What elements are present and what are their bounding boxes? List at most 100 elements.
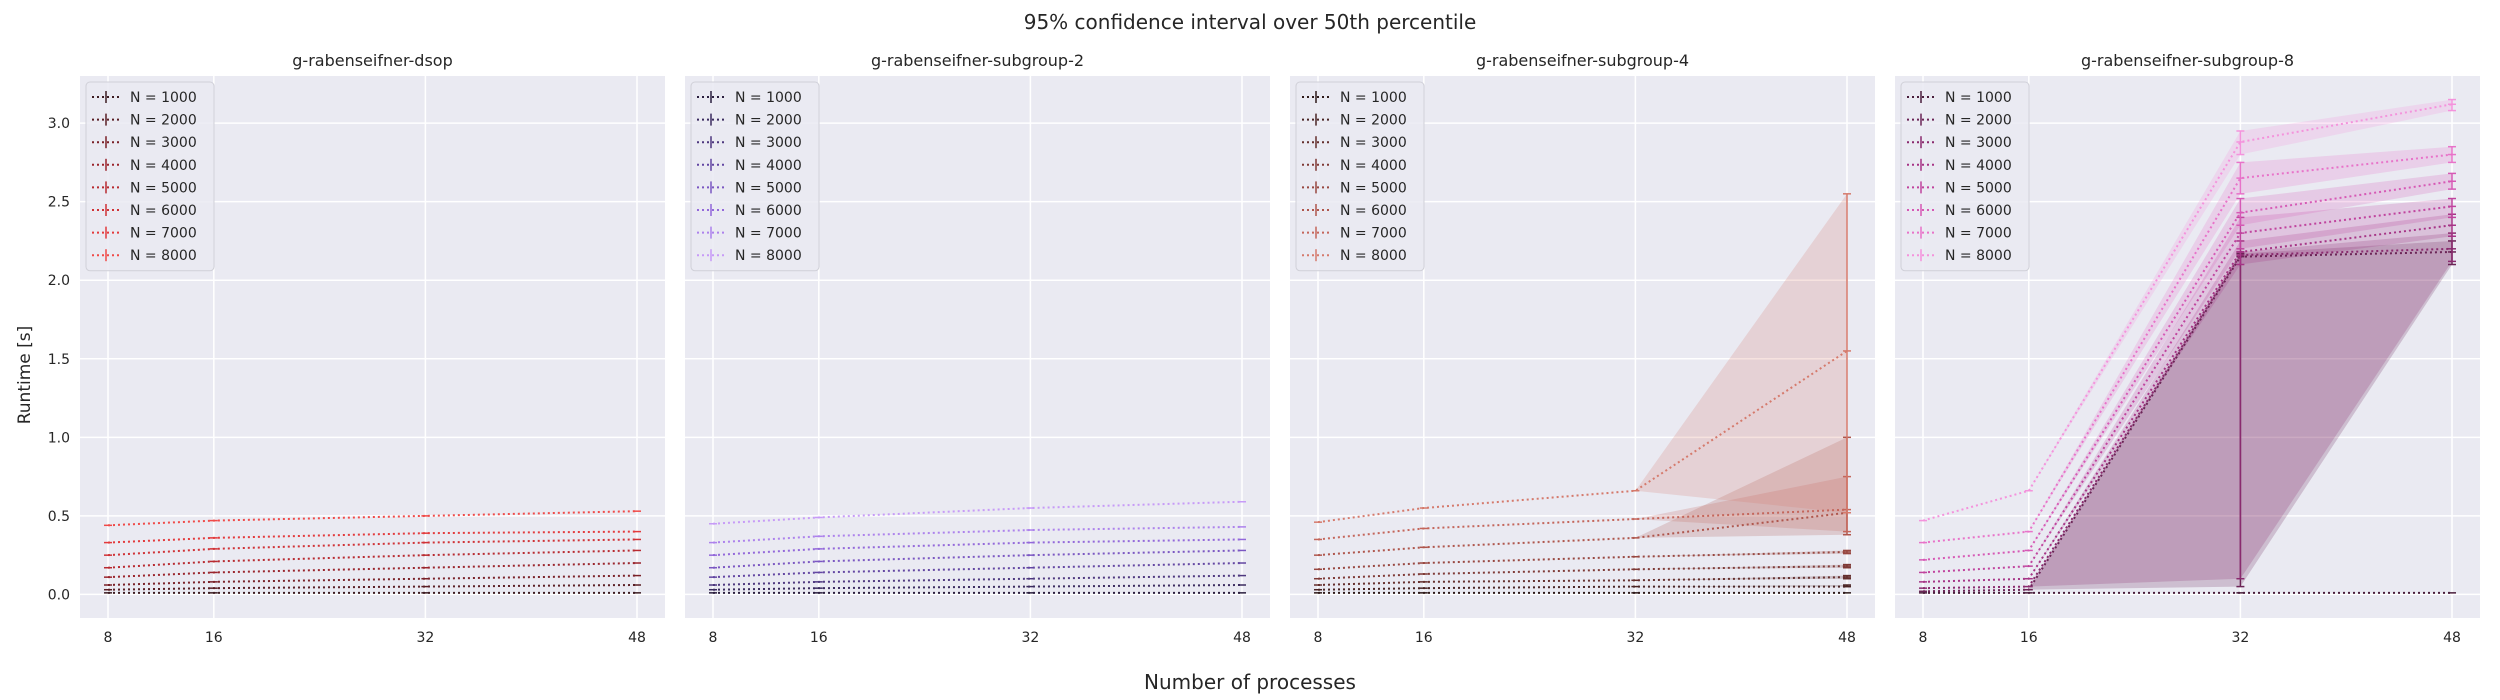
y-axis-label: Runtime [s] — [15, 325, 35, 425]
legend-box — [690, 81, 820, 272]
y-tick-label: 3.0 — [48, 116, 70, 132]
x-tick-label: 8 — [104, 630, 113, 646]
legend-label: N = 3000 — [1340, 135, 1407, 151]
x-axis-label: Number of processes — [1144, 670, 1356, 694]
legend-label: N = 4000 — [1945, 158, 2012, 174]
series-line — [1922, 103, 2453, 522]
legend-box — [85, 81, 215, 272]
legend-label: N = 3000 — [735, 135, 802, 151]
legend-label: N = 5000 — [130, 180, 197, 196]
legend-label: N = 6000 — [130, 203, 197, 219]
ci-band — [1923, 240, 2452, 592]
series-line — [1317, 551, 1848, 571]
subplot-title: g-rabenseifner-subgroup-8 — [2081, 51, 2294, 70]
x-tick-label: 48 — [1838, 630, 1856, 646]
legend-label: N = 2000 — [735, 113, 802, 129]
series-line — [1317, 565, 1848, 580]
legend-label: N = 2000 — [1340, 113, 1407, 129]
legend-label: N = 4000 — [735, 158, 802, 174]
x-tick-label: 32 — [416, 630, 434, 646]
x-tick-label: 48 — [2443, 630, 2461, 646]
legend-label: N = 5000 — [735, 180, 802, 196]
ci-band — [1923, 233, 2452, 589]
legend-label: N = 2000 — [1945, 113, 2012, 129]
x-tick-label: 8 — [1314, 630, 1323, 646]
legend-label: N = 1000 — [735, 90, 802, 106]
x-tick-label: 8 — [709, 630, 718, 646]
x-tick-label: 8 — [1919, 630, 1928, 646]
legend-label: N = 4000 — [1340, 158, 1407, 174]
ci-band — [1318, 550, 1847, 570]
x-tick-label: 16 — [205, 630, 223, 646]
x-tick-label: 32 — [2231, 630, 2249, 646]
legend-label: N = 1000 — [1340, 90, 1407, 106]
x-tick-label: 16 — [2020, 630, 2038, 646]
legend-label: N = 8000 — [1340, 248, 1407, 264]
series-line — [712, 549, 1243, 569]
legend-label: N = 4000 — [130, 158, 197, 174]
series-line — [712, 584, 1243, 591]
ci-band — [1318, 193, 1847, 523]
legend-label: N = 8000 — [735, 248, 802, 264]
series-line — [107, 562, 638, 579]
legend-label: N = 7000 — [1340, 226, 1407, 242]
legend-label: N = 7000 — [130, 226, 197, 242]
legend-label: N = 6000 — [1340, 203, 1407, 219]
figure-title: 95% confidence interval over 50th percen… — [1023, 10, 1477, 34]
series-line — [107, 538, 638, 557]
x-tick-label: 32 — [1626, 630, 1644, 646]
series-line — [1922, 180, 2453, 561]
series-line — [1317, 576, 1848, 587]
series-line — [712, 525, 1243, 544]
legend-label: N = 7000 — [1945, 226, 2012, 242]
y-tick-label: 1.5 — [48, 352, 70, 368]
legend-label: N = 3000 — [130, 135, 197, 151]
ci-band — [1318, 437, 1847, 556]
legend-label: N = 7000 — [735, 226, 802, 242]
y-tick-label: 2.0 — [48, 273, 70, 289]
subplot-title: g-rabenseifner-subgroup-2 — [871, 51, 1084, 70]
y-tick-label: 0.0 — [48, 587, 70, 603]
x-tick-label: 16 — [1415, 630, 1433, 646]
x-tick-label: 16 — [810, 630, 828, 646]
y-tick-label: 0.5 — [48, 509, 70, 525]
series-line — [1317, 350, 1848, 524]
legend-box — [1900, 81, 2030, 272]
series-line — [712, 538, 1243, 557]
legend-label: N = 6000 — [1945, 203, 2012, 219]
legend-label: N = 8000 — [130, 248, 197, 264]
subplot-4: g-rabenseifner-subgroup-8 8 16 32 48 N = 1000… — [1895, 51, 2480, 646]
series-line — [712, 574, 1243, 587]
series-line — [107, 584, 638, 591]
legend-label: N = 2000 — [130, 113, 197, 129]
series-line — [1317, 511, 1848, 557]
subplot-title: g-rabenseifner-subgroup-4 — [1476, 51, 1689, 70]
x-tick-label: 32 — [1021, 630, 1039, 646]
series-line — [712, 562, 1243, 579]
x-tick-label: 48 — [628, 630, 646, 646]
legend-label: N = 3000 — [1945, 135, 2012, 151]
series-line — [107, 510, 638, 527]
subplot-1: g-rabenseifner-dsop 8 16 32 48 0.0 0.5 1.0 1.5 2.… — [48, 51, 665, 646]
legend-box — [1295, 81, 1425, 272]
legend-label: N = 1000 — [130, 90, 197, 106]
ci-band — [1318, 476, 1847, 540]
y-tick-label: 2.5 — [48, 195, 70, 211]
series-line — [107, 549, 638, 569]
subplot-3: g-rabenseifner-subgroup-4 8 16 32 48 N = 1000… — [1290, 51, 1875, 646]
subplot-2: g-rabenseifner-subgroup-2 8 16 32 48 N = 1000… — [685, 51, 1270, 646]
subplot-title: g-rabenseifner-dsop — [292, 51, 452, 70]
series-line — [107, 530, 638, 544]
series-line — [712, 500, 1243, 525]
series-line — [1922, 224, 2453, 583]
series-line — [1317, 585, 1847, 591]
legend-label: N = 8000 — [1945, 248, 2012, 264]
x-tick-label: 48 — [1233, 630, 1251, 646]
legend-label: N = 1000 — [1945, 90, 2012, 106]
y-tick-label: 1.0 — [48, 430, 70, 446]
series-line — [1922, 250, 2453, 593]
legend-label: N = 6000 — [735, 203, 802, 219]
legend-label: N = 5000 — [1340, 180, 1407, 196]
series-line — [107, 574, 638, 587]
